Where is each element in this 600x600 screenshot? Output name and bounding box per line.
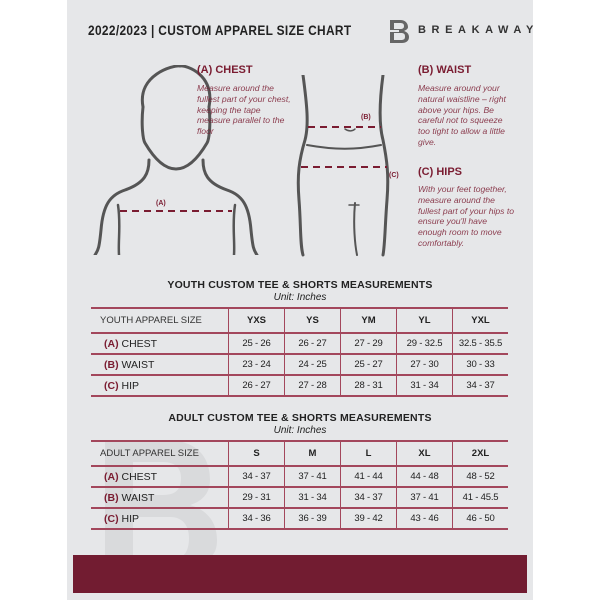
header-label: YOUTH APPAREL SIZE [91, 307, 229, 334]
row-name: CHEST [121, 337, 158, 350]
cell: 41 - 45.5 [452, 486, 508, 509]
cell: 31 - 34 [396, 374, 453, 397]
row-name: WAIST [121, 491, 155, 504]
cell: 24 - 25 [284, 353, 341, 376]
cell: 41 - 44 [340, 465, 397, 488]
table-row: (A) CHEST 34 - 37 37 - 41 41 - 44 44 - 4… [91, 465, 508, 488]
brand-name: BREAKAWAY [418, 24, 539, 36]
chest-marker: (A) [156, 200, 166, 207]
cell: 43 - 46 [396, 507, 453, 530]
adult-unit: Unit: Inches [273, 425, 327, 436]
cell: 23 - 24 [228, 353, 285, 376]
row-name: HIP [121, 379, 140, 392]
waist-heading: (B) WAIST [418, 64, 472, 76]
row-tag: (B) [104, 358, 119, 371]
size-header: M [284, 440, 341, 467]
size-header: XL [396, 440, 453, 467]
cell: 44 - 48 [396, 465, 453, 488]
row-label: (C) HIP [91, 507, 229, 530]
cell: 28 - 31 [340, 374, 397, 397]
size-header: 2XL [452, 440, 508, 467]
cell: 29 - 32.5 [396, 332, 453, 355]
size-header: YXS [228, 307, 285, 334]
row-tag: (B) [104, 491, 119, 504]
row-tag: (C) [104, 512, 119, 525]
row-tag: (A) [104, 470, 119, 483]
cell: 26 - 27 [284, 332, 341, 355]
cell: 36 - 39 [284, 507, 341, 530]
hips-heading: (C) HIPS [418, 166, 462, 178]
table-row: (C) HIP 26 - 27 27 - 28 28 - 31 31 - 34 … [91, 374, 508, 397]
cell: 46 - 50 [452, 507, 508, 530]
cell: 25 - 27 [340, 353, 397, 376]
table-header-row: YOUTH APPAREL SIZE YXS YS YM YL YXL [91, 307, 508, 334]
adult-table-title: ADULT CUSTOM TEE & SHORTS MEASUREMENTS [168, 412, 432, 424]
cell: 34 - 37 [340, 486, 397, 509]
row-name: CHEST [121, 470, 158, 483]
cell: 37 - 41 [396, 486, 453, 509]
hips-description: With your feet together, measure around … [418, 184, 515, 248]
waist-description: Measure around your natural waistline – … [418, 83, 506, 147]
footer-bar [73, 555, 527, 593]
header-label: ADULT APPAREL SIZE [91, 440, 229, 467]
cell: 27 - 28 [284, 374, 341, 397]
table-row: (A) CHEST 25 - 26 26 - 27 27 - 29 29 - 3… [91, 332, 508, 355]
waist-marker: (B) [361, 114, 371, 121]
table-row: (B) WAIST 29 - 31 31 - 34 34 - 37 37 - 4… [91, 486, 508, 509]
size-header: L [340, 440, 397, 467]
youth-size-table: YOUTH APPAREL SIZE YXS YS YM YL YXL (A) … [91, 307, 508, 397]
table-row: (C) HIP 34 - 36 36 - 39 39 - 42 43 - 46 … [91, 507, 508, 530]
row-label: (A) CHEST [91, 332, 229, 355]
youth-unit: Unit: Inches [273, 292, 327, 303]
row-label: (B) WAIST [91, 486, 229, 509]
cell: 39 - 42 [340, 507, 397, 530]
cell: 48 - 52 [452, 465, 508, 488]
cell: 29 - 31 [228, 486, 285, 509]
cell: 26 - 27 [228, 374, 285, 397]
size-header: YS [284, 307, 341, 334]
row-tag: (C) [104, 379, 119, 392]
chest-description: Measure around the fullest part of your … [197, 83, 291, 137]
cell: 27 - 29 [340, 332, 397, 355]
page-title: 2022/2023 | CUSTOM APPAREL SIZE CHART [88, 22, 352, 38]
row-label: (B) WAIST [91, 353, 229, 376]
upper-body-figure [93, 65, 259, 255]
size-header: YL [396, 307, 453, 334]
cell: 34 - 37 [228, 465, 285, 488]
cell: 25 - 26 [228, 332, 285, 355]
cell: 34 - 36 [228, 507, 285, 530]
cell: 34 - 37 [452, 374, 508, 397]
row-name: HIP [121, 512, 140, 525]
cell: 31 - 34 [284, 486, 341, 509]
table-row: (B) WAIST 23 - 24 24 - 25 25 - 27 27 - 3… [91, 353, 508, 376]
cell: 30 - 33 [452, 353, 508, 376]
cell: 27 - 30 [396, 353, 453, 376]
cell: 32.5 - 35.5 [452, 332, 508, 355]
youth-table-title: YOUTH CUSTOM TEE & SHORTS MEASUREMENTS [167, 279, 433, 291]
row-name: WAIST [121, 358, 155, 371]
adult-size-table: ADULT APPAREL SIZE S M L XL 2XL (A) CHES… [91, 440, 508, 530]
size-header: S [228, 440, 285, 467]
row-tag: (A) [104, 337, 119, 350]
row-label: (C) HIP [91, 374, 229, 397]
size-header: YM [340, 307, 397, 334]
size-header: YXL [452, 307, 508, 334]
lower-body-figure [296, 75, 390, 257]
cell: 37 - 41 [284, 465, 341, 488]
row-label: (A) CHEST [91, 465, 229, 488]
hips-marker: (C) [389, 172, 399, 179]
breakaway-logo-icon [385, 20, 409, 43]
chest-heading: (A) CHEST [197, 64, 253, 76]
table-header-row: ADULT APPAREL SIZE S M L XL 2XL [91, 440, 508, 467]
